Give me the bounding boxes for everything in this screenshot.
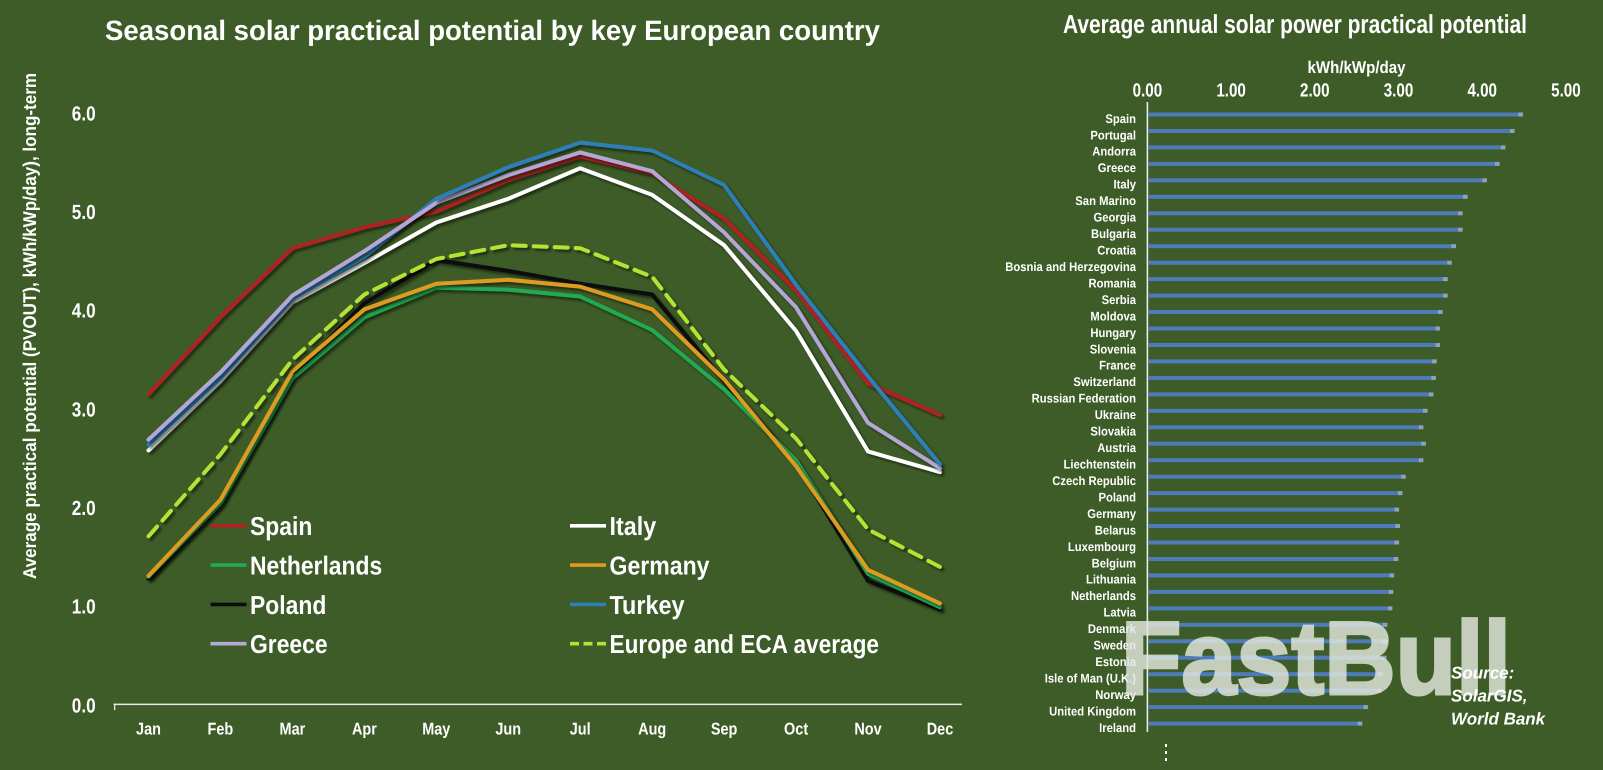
svg-text:Oct: Oct xyxy=(784,719,808,738)
svg-text:Russian Federation: Russian Federation xyxy=(1032,392,1136,406)
svg-text:Average practical potential (P: Average practical potential (PVOUT), kWh… xyxy=(19,73,40,579)
svg-text:Moldova: Moldova xyxy=(1090,309,1137,323)
svg-text:Denmark: Denmark xyxy=(1088,622,1136,636)
svg-text:Czech Republic: Czech Republic xyxy=(1052,474,1136,488)
svg-text:FastBull: FastBull xyxy=(1121,601,1511,717)
svg-text:Switzerland: Switzerland xyxy=(1073,375,1136,389)
svg-text:Andorra: Andorra xyxy=(1092,145,1137,159)
svg-text:Slovakia: Slovakia xyxy=(1090,425,1137,439)
svg-text:Bosnia and Herzegovina: Bosnia and Herzegovina xyxy=(1005,260,1137,274)
svg-text:Bulgaria: Bulgaria xyxy=(1091,227,1137,241)
svg-text:Seasonal solar practical poten: Seasonal solar practical potential by ke… xyxy=(105,15,880,46)
svg-text:Austria: Austria xyxy=(1097,441,1137,455)
svg-text:Isle of Man (U.K.): Isle of Man (U.K.) xyxy=(1045,672,1136,686)
svg-text:Poland: Poland xyxy=(1099,490,1137,504)
svg-text:Dec: Dec xyxy=(927,719,954,738)
svg-text:Georgia: Georgia xyxy=(1094,211,1137,225)
svg-text:Aug: Aug xyxy=(638,719,666,738)
svg-text:Poland: Poland xyxy=(250,590,326,620)
svg-text:Germany: Germany xyxy=(610,551,710,581)
svg-text:Hungary: Hungary xyxy=(1090,326,1136,340)
svg-text:Ireland: Ireland xyxy=(1099,721,1136,735)
svg-text:Slovenia: Slovenia xyxy=(1090,342,1137,356)
svg-text:May: May xyxy=(422,719,451,738)
svg-text:0.00: 0.00 xyxy=(1133,80,1163,101)
svg-text:Romania: Romania xyxy=(1089,276,1137,290)
svg-text:Greece: Greece xyxy=(250,629,328,659)
svg-text:Germany: Germany xyxy=(1087,507,1136,521)
svg-text:3.0: 3.0 xyxy=(72,398,96,421)
svg-text:Jul: Jul xyxy=(570,719,591,738)
svg-text:Lithuania: Lithuania xyxy=(1086,573,1137,587)
svg-text:Liechtenstein: Liechtenstein xyxy=(1064,458,1137,472)
svg-text:Spain: Spain xyxy=(250,511,312,541)
svg-text:Estonia: Estonia xyxy=(1095,655,1137,669)
svg-text:Apr: Apr xyxy=(352,719,377,738)
svg-text:World Bank: World Bank xyxy=(1451,710,1547,729)
svg-text:Belarus: Belarus xyxy=(1095,523,1136,537)
svg-text:Ukraine: Ukraine xyxy=(1095,408,1136,422)
svg-text:SolarGIS,: SolarGIS, xyxy=(1451,687,1528,706)
svg-text:Latvia: Latvia xyxy=(1104,606,1137,620)
svg-text:Serbia: Serbia xyxy=(1102,293,1137,307)
svg-text:4.00: 4.00 xyxy=(1467,80,1497,101)
svg-text:France: France xyxy=(1099,359,1136,373)
svg-text:Source:: Source: xyxy=(1451,664,1514,683)
svg-text:3.00: 3.00 xyxy=(1384,80,1414,101)
svg-text:Greece: Greece xyxy=(1098,161,1136,175)
svg-text:2.00: 2.00 xyxy=(1300,80,1330,101)
svg-text:Europe and ECA average: Europe and ECA average xyxy=(610,629,880,659)
svg-text:Spain: Spain xyxy=(1105,112,1136,126)
svg-text:Netherlands: Netherlands xyxy=(250,551,382,581)
svg-text:Feb: Feb xyxy=(208,719,234,738)
svg-text:Italy: Italy xyxy=(1114,178,1137,192)
svg-text:Average annual solar power pra: Average annual solar power practical pot… xyxy=(1063,9,1527,39)
svg-text:Belgium: Belgium xyxy=(1092,556,1136,570)
svg-text:Portugal: Portugal xyxy=(1090,128,1136,142)
svg-text:Luxembourg: Luxembourg xyxy=(1068,540,1136,554)
svg-text:San Marino: San Marino xyxy=(1075,194,1136,208)
svg-text:United Kingdom: United Kingdom xyxy=(1049,704,1136,718)
svg-text:0.0: 0.0 xyxy=(72,694,96,717)
svg-text:Italy: Italy xyxy=(610,511,657,541)
svg-text:Netherlands: Netherlands xyxy=(1071,589,1136,603)
svg-text:Jan: Jan xyxy=(136,719,161,738)
svg-text:Nov: Nov xyxy=(854,719,882,738)
svg-text:Norway: Norway xyxy=(1095,688,1136,702)
svg-text:2.0: 2.0 xyxy=(72,497,96,520)
svg-text:Sweden: Sweden xyxy=(1094,639,1137,653)
svg-text:1.00: 1.00 xyxy=(1216,80,1246,101)
svg-text:5.00: 5.00 xyxy=(1551,80,1581,101)
svg-text:1.0: 1.0 xyxy=(72,596,96,619)
svg-text:kWh/kWp/day: kWh/kWp/day xyxy=(1308,58,1406,77)
svg-text:Jun: Jun xyxy=(495,719,521,738)
svg-text:Croatia: Croatia xyxy=(1097,244,1137,258)
svg-text:Mar: Mar xyxy=(280,719,306,738)
svg-text:6.0: 6.0 xyxy=(72,102,96,125)
svg-text:Turkey: Turkey xyxy=(610,590,685,620)
svg-text:Sep: Sep xyxy=(711,719,738,738)
svg-text:5.0: 5.0 xyxy=(72,201,96,224)
svg-text:4.0: 4.0 xyxy=(72,300,96,323)
